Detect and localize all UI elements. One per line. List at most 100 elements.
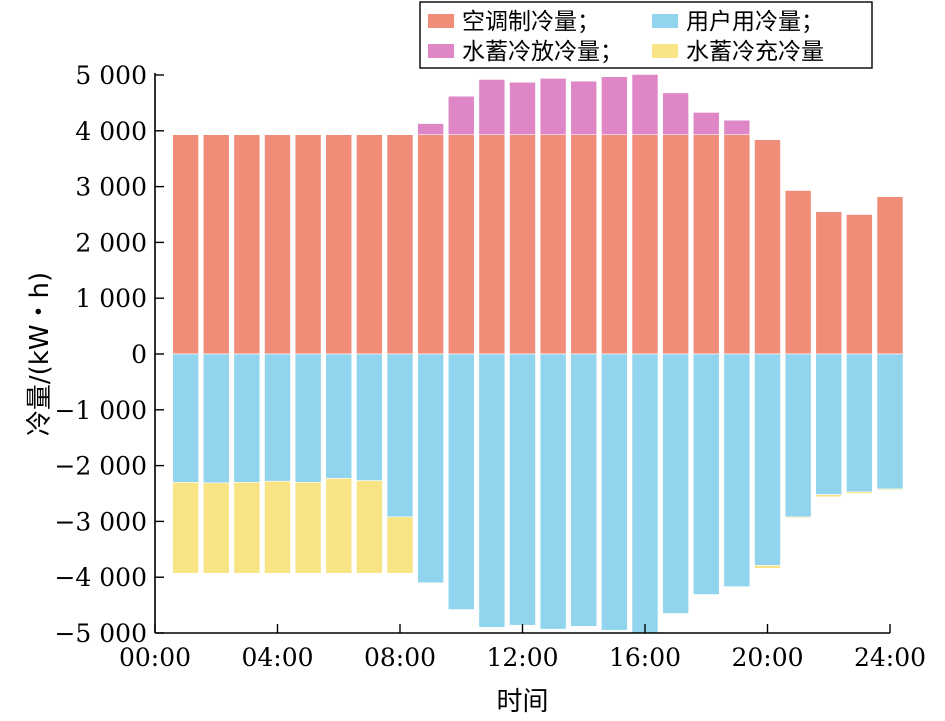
bar-s0-h7 (356, 134, 383, 355)
bar-s2-h1 (172, 353, 199, 483)
y-tick-label: 2 000 (75, 228, 147, 257)
y-tick-label: −4 000 (54, 563, 147, 592)
bar-s2-h23 (846, 353, 873, 493)
legend: 空调制冷量； 用户用冷量； 水蓄冷放冷量； 水蓄冷充冷量 (419, 1, 873, 69)
bar-s0-h20 (754, 139, 781, 355)
bar-s0-h19 (723, 134, 751, 355)
x-tick-label: 16:00 (609, 643, 681, 672)
legend-swatch (652, 14, 678, 28)
y-tick-label: −3 000 (54, 507, 147, 536)
bar-s0-h18 (692, 134, 720, 355)
y-tick-label: −1 000 (54, 396, 147, 425)
axes-layer: 5 000 4 000 3 000 2 000 1 000 0 −1 000 −2 000 −3… (25, 61, 926, 717)
bar-s1-h18 (692, 112, 720, 136)
x-tick-label: 04:00 (241, 643, 313, 672)
bar-s1-h19 (723, 119, 751, 136)
y-tick-label: 3 000 (75, 173, 147, 202)
bar-s3-h22 (815, 494, 843, 498)
bar-s1-h12 (509, 81, 536, 136)
bar-s3-h1 (172, 482, 199, 574)
bar-s0-h10 (447, 134, 475, 355)
bar-s0-h16 (631, 134, 659, 355)
bar-s2-h14 (570, 353, 598, 627)
bar-s0-h22 (815, 211, 843, 355)
bar-s2-h20 (754, 353, 781, 566)
x-tick-label: 00:00 (119, 643, 191, 672)
bars-layer (172, 74, 904, 634)
bar-s1-h17 (662, 92, 689, 136)
bar-s2-h22 (815, 353, 843, 495)
bar-s0-h12 (509, 134, 536, 355)
bar-s3-h2 (202, 482, 230, 574)
bar-s3-h6 (325, 478, 353, 574)
x-tick-label: 24:00 (854, 643, 926, 672)
bar-s0-h24 (876, 196, 904, 355)
bar-s2-h6 (325, 353, 353, 479)
bar-s3-h4 (264, 480, 291, 574)
bar-s0-h3 (233, 134, 261, 355)
bar-s0-h1 (172, 134, 199, 355)
bar-s1-h11 (478, 79, 506, 136)
y-axis-title: 冷量/(kW・h) (25, 272, 55, 436)
bar-s0-h9 (417, 134, 444, 355)
legend-swatch (428, 44, 454, 58)
bar-s1-h9 (417, 123, 444, 136)
x-tick-label: 20:00 (731, 643, 803, 672)
y-tick-label: −2 000 (54, 452, 147, 481)
bar-s2-h12 (509, 353, 536, 626)
bar-s0-h5 (294, 134, 322, 355)
bar-s1-h15 (601, 76, 628, 136)
bar-s0-h6 (325, 134, 353, 355)
bar-s1-h14 (570, 80, 598, 136)
legend-label: 水蓄冷放冷量； (462, 39, 623, 65)
legend-box (419, 1, 873, 69)
y-tick-label: 5 000 (75, 61, 147, 90)
bar-s3-h5 (294, 482, 322, 574)
bar-s0-h23 (846, 214, 873, 355)
bar-s0-h4 (264, 134, 291, 355)
bar-s0-h17 (662, 134, 689, 355)
y-tick-label: 4 000 (75, 117, 147, 146)
bar-s2-h5 (294, 353, 322, 483)
bar-s1-h16 (631, 74, 659, 136)
bar-s2-h24 (876, 353, 904, 490)
bar-s3-h7 (356, 480, 383, 574)
bar-s2-h18 (692, 353, 720, 595)
bar-s2-h4 (264, 353, 291, 482)
bar-s0-h14 (570, 134, 598, 355)
bar-s2-h17 (662, 353, 689, 614)
bar-s0-h21 (784, 190, 812, 355)
legend-label: 水蓄冷充冷量 (686, 39, 824, 65)
bar-s2-h21 (784, 353, 812, 518)
bar-s3-h20 (754, 565, 781, 569)
y-tick-label: 0 (131, 340, 147, 369)
bar-s3-h8 (386, 516, 414, 574)
legend-label: 用户用冷量； (686, 9, 824, 35)
bar-s0-h11 (478, 134, 506, 355)
legend-label: 空调制冷量； (462, 9, 600, 35)
legend-swatch (428, 14, 454, 28)
x-axis-title: 时间 (496, 687, 548, 717)
bar-s3-h21 (784, 516, 812, 519)
x-tick-label: 12:00 (486, 643, 558, 672)
bar-s0-h15 (601, 134, 628, 355)
bar-s0-h2 (202, 134, 230, 355)
bar-s3-h24 (876, 488, 904, 491)
bar-s2-h9 (417, 353, 444, 584)
bar-s2-h19 (723, 353, 751, 587)
bar-s2-h10 (447, 353, 475, 610)
y-tick-label: 1 000 (75, 284, 147, 313)
bar-s2-h3 (233, 353, 261, 483)
bar-s2-h11 (478, 353, 506, 628)
bar-s3-h23 (846, 491, 873, 494)
bar-s0-h8 (386, 134, 414, 355)
legend-swatch (652, 44, 678, 58)
bar-s2-h16 (631, 353, 659, 634)
bar-s1-h13 (539, 78, 567, 136)
bar-s2-h2 (202, 353, 230, 484)
bar-s3-h3 (233, 482, 261, 574)
bar-s1-h10 (447, 95, 475, 136)
bar-s2-h8 (386, 353, 414, 518)
